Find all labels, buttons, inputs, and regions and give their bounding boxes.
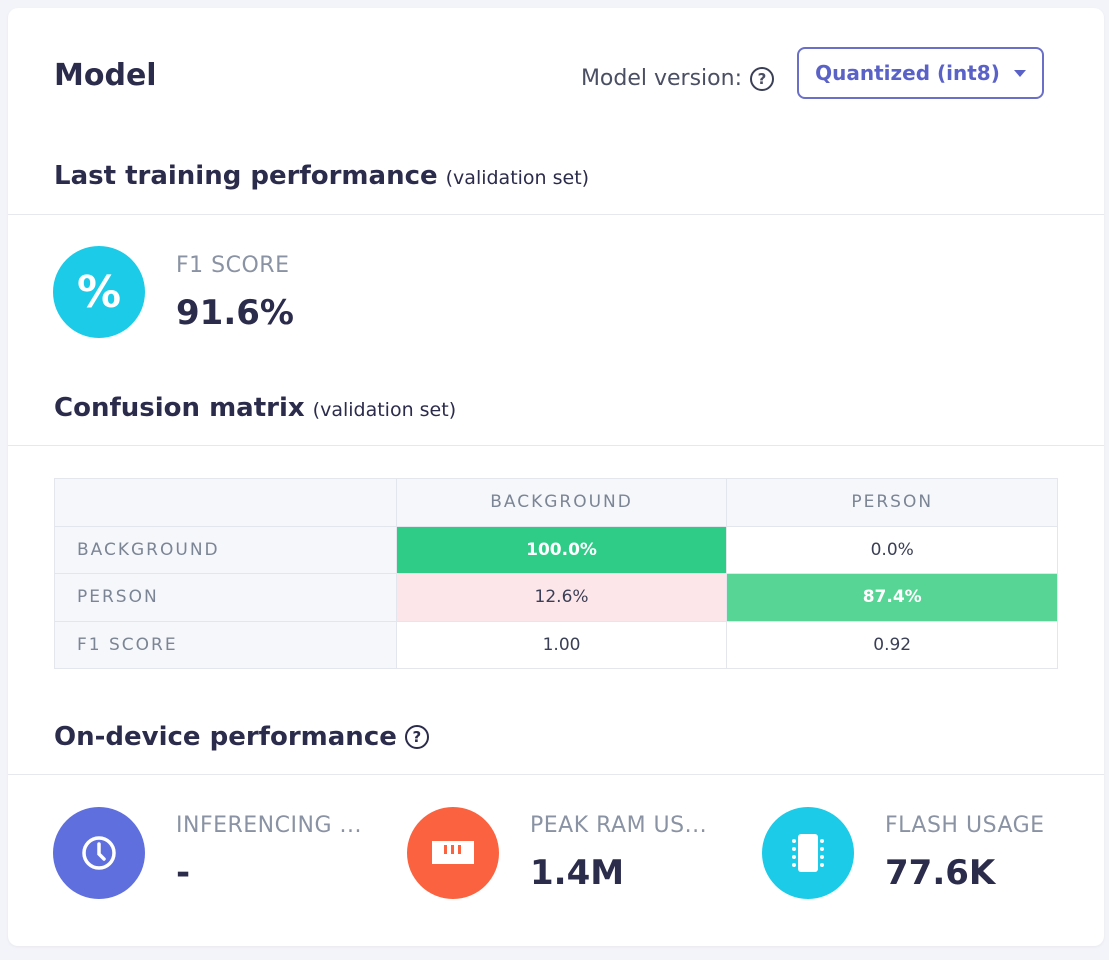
confusion-subtitle: (validation set) (312, 399, 457, 421)
confusion-matrix: BACKGROUND PERSON BACKGROUND 100.0% 0.0% PE… (54, 478, 1058, 669)
corner-cell (54, 478, 397, 527)
device-title: On-device performance (54, 722, 397, 752)
cell: 12.6% (395, 573, 728, 622)
confusion-heading: Confusion matrix (validation set) (54, 393, 456, 423)
stat-value: - (176, 853, 191, 893)
model-version-dropdown[interactable]: Quantized (int8) (797, 47, 1044, 99)
row-header: PERSON (54, 573, 397, 622)
dropdown-value: Quantized (int8) (815, 61, 1000, 85)
training-heading: Last training performance (validation set… (54, 161, 589, 191)
table-row: BACKGROUND 100.0% 0.0% (54, 525, 1058, 574)
chip-icon (762, 807, 854, 899)
divider (8, 445, 1104, 446)
training-subtitle: (validation set) (445, 167, 590, 189)
table-row: PERSON 12.6% 87.4% (54, 573, 1058, 622)
card-title: Model (54, 58, 157, 93)
f1-label: F1 SCORE (176, 253, 290, 278)
chevron-down-icon (1013, 69, 1026, 77)
column-header: PERSON (726, 478, 1058, 527)
cell: 0.0% (726, 525, 1058, 574)
cell: 0.92 (726, 620, 1058, 669)
ram-icon (407, 807, 499, 899)
stat-value: 77.6K (885, 853, 996, 893)
device-heading: On-device performance? (54, 722, 429, 752)
stat-label: PEAK RAM US... (530, 813, 708, 838)
help-icon[interactable]: ? (750, 66, 774, 91)
f1-value: 91.6% (176, 293, 294, 333)
model-card: Model Model version:? Quantized (int8) L… (8, 8, 1104, 946)
confusion-title: Confusion matrix (54, 393, 305, 423)
stat-label: FLASH USAGE (885, 813, 1045, 838)
model-version-label: Model version:? (581, 66, 774, 91)
column-header: BACKGROUND (395, 478, 728, 527)
stat-label: INFERENCING ... (176, 813, 362, 838)
row-header: F1 SCORE (54, 620, 397, 669)
version-label-text: Model version: (580, 66, 742, 91)
cell: 100.0% (395, 525, 728, 574)
training-title: Last training performance (54, 161, 438, 191)
divider (8, 214, 1104, 215)
cell: 87.4% (726, 573, 1058, 622)
stat-value: 1.4M (530, 853, 625, 893)
help-icon[interactable]: ? (404, 725, 429, 749)
percent-icon: % (53, 246, 145, 338)
table-row: F1 SCORE 1.00 0.92 (54, 620, 1058, 669)
divider (8, 774, 1104, 775)
row-header: BACKGROUND (54, 525, 397, 574)
cell: 1.00 (395, 620, 728, 669)
clock-icon (53, 807, 145, 899)
table-header-row: BACKGROUND PERSON (54, 478, 1058, 527)
